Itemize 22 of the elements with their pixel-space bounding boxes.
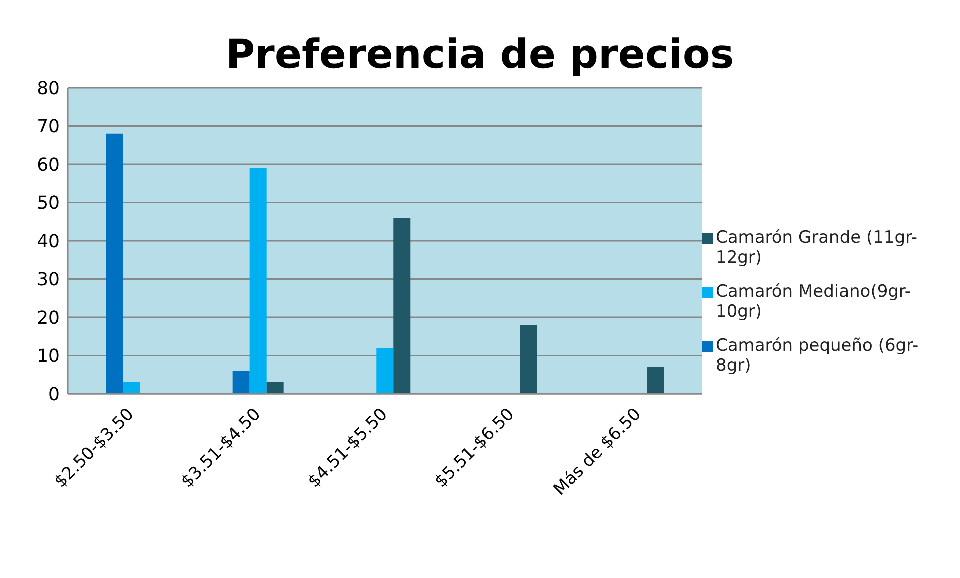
bar bbox=[266, 382, 284, 394]
legend-label: Camarón Grande (11gr-12gr) bbox=[716, 228, 919, 268]
y-tick-label: 80 bbox=[37, 78, 60, 100]
bar bbox=[123, 382, 140, 394]
chart-title: Preferencia de precios bbox=[224, 31, 736, 78]
y-tick-label: 0 bbox=[48, 384, 60, 406]
bar bbox=[647, 367, 664, 394]
y-tick-label: 40 bbox=[37, 231, 60, 252]
y-tick-label: 10 bbox=[37, 346, 60, 368]
y-tick-label: 20 bbox=[37, 308, 60, 329]
y-tick-label: 70 bbox=[37, 116, 60, 138]
bar bbox=[232, 371, 250, 394]
y-tick-label: 30 bbox=[37, 270, 60, 291]
bar bbox=[520, 325, 538, 394]
bar bbox=[376, 348, 394, 394]
bar bbox=[106, 134, 124, 394]
legend-label: Camarón Mediano(9gr-10gr) bbox=[716, 282, 912, 322]
y-tick-label: 60 bbox=[37, 154, 60, 176]
bar bbox=[394, 218, 411, 394]
y-tick-label: 50 bbox=[37, 193, 60, 214]
bar bbox=[250, 168, 267, 394]
legend-label: Camarón pequeño (6gr-8gr) bbox=[716, 336, 920, 376]
